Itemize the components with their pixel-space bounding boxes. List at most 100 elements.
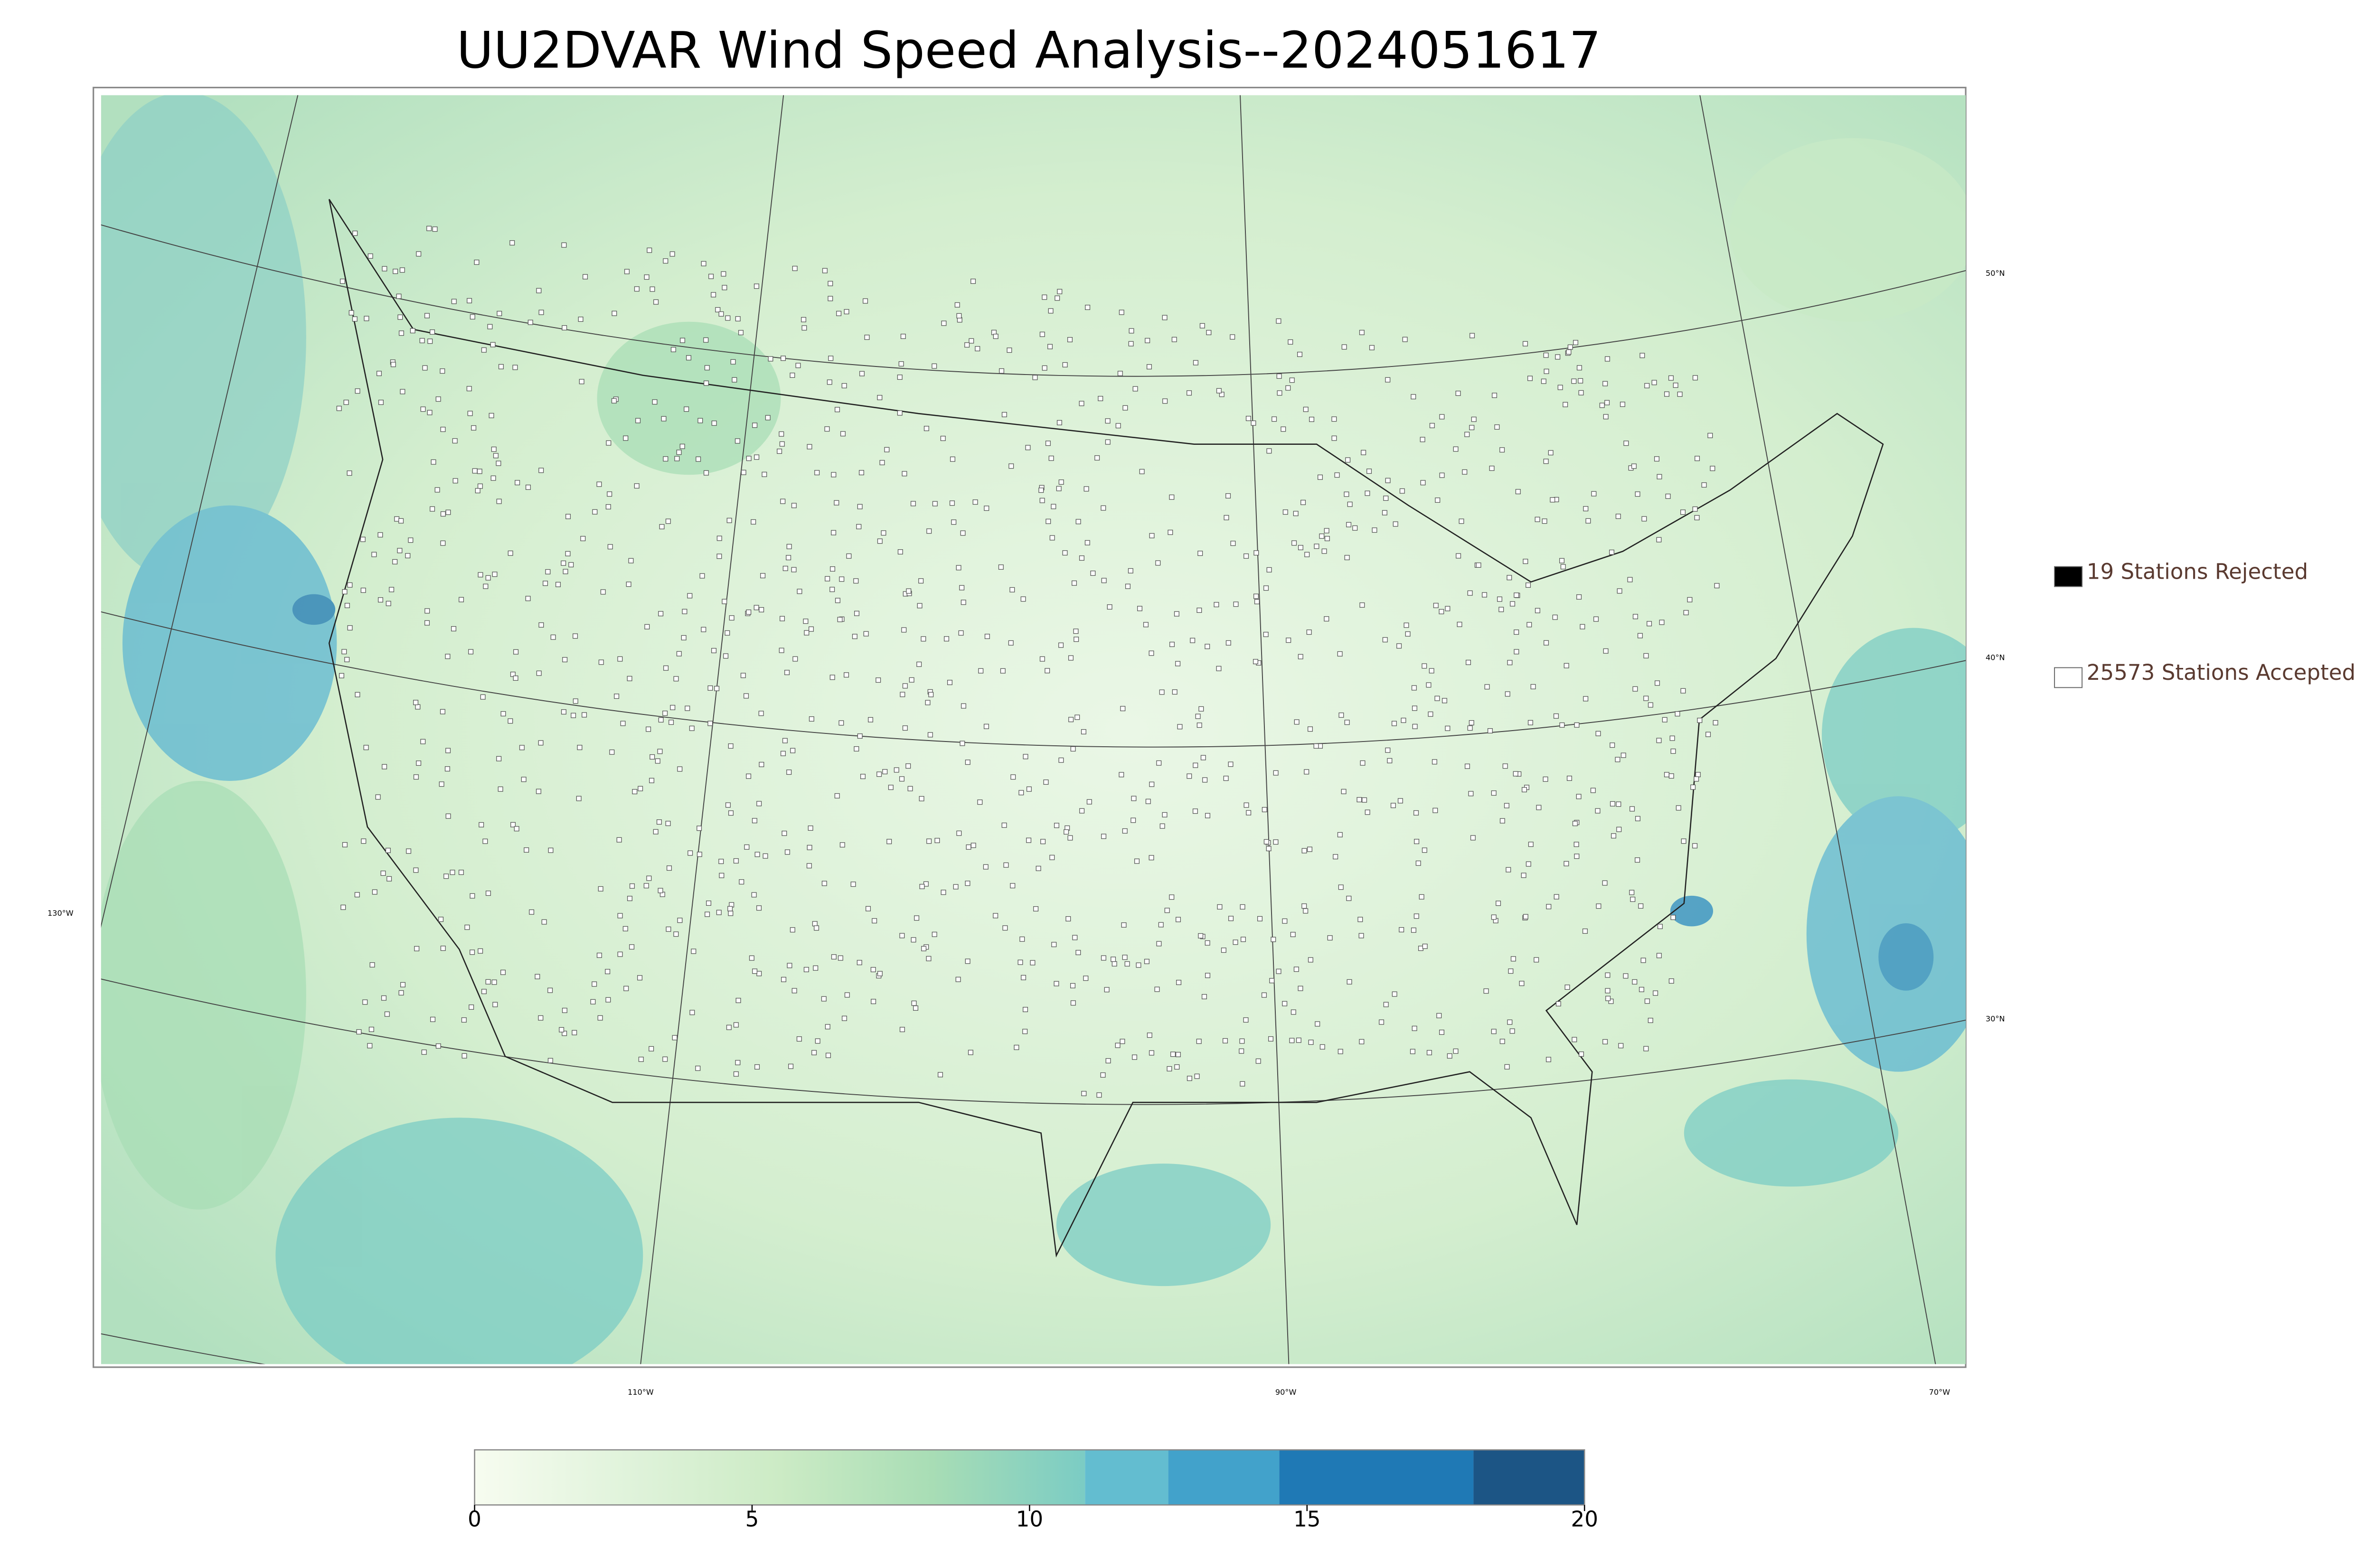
station [811,1050,817,1055]
station [1521,787,1527,792]
station [1051,942,1057,948]
station [1361,450,1366,455]
station [984,634,990,639]
station [993,334,999,339]
station [1202,777,1208,783]
station [733,1071,739,1077]
station [1314,544,1319,549]
station [687,593,693,599]
station [644,274,650,280]
station [1359,329,1365,335]
station [372,889,377,895]
station [1657,924,1663,930]
station [508,550,513,556]
station [923,426,929,432]
station [347,582,353,588]
station [1697,717,1703,723]
station [1327,935,1333,941]
station [1023,1007,1028,1013]
station [1262,807,1267,812]
station [1294,719,1300,725]
station [1414,839,1420,845]
station [1048,308,1054,314]
station [825,1052,831,1058]
station [1105,418,1111,424]
station [1611,833,1616,839]
station [1331,435,1337,441]
station [1467,725,1473,731]
station [1346,522,1352,527]
station [782,830,787,836]
station [336,405,342,411]
legend-label: 25573 Stations Accepted [2087,660,2355,685]
station [1604,356,1610,362]
station [716,910,722,915]
station [927,732,933,738]
station [1196,1039,1202,1044]
station [543,581,548,586]
station [1523,559,1528,564]
station [1266,567,1272,573]
station [626,582,631,587]
station [1470,333,1475,338]
station [386,601,391,606]
station [1162,812,1168,817]
station [1055,295,1060,301]
station [1566,776,1572,781]
station [493,453,499,459]
station [410,328,415,334]
station [670,704,676,710]
station [1692,843,1698,849]
station [1545,1057,1551,1062]
station [1675,711,1680,717]
station [1070,1000,1076,1006]
station [733,858,739,864]
station [1695,456,1700,461]
station [1509,1028,1515,1034]
station [682,609,688,614]
station [860,774,866,779]
station [638,786,643,791]
station [1039,656,1045,662]
station [1020,596,1026,602]
station [1145,338,1150,343]
station [1560,564,1566,570]
station [1030,960,1036,966]
station [481,989,487,995]
station [1623,441,1629,446]
station [1073,629,1079,634]
station [919,796,924,801]
station [884,447,890,452]
station [1112,961,1117,967]
station [424,608,430,614]
station [1122,955,1128,960]
station [1595,731,1601,736]
station [1439,414,1445,420]
station [1096,1092,1102,1098]
station [703,470,709,476]
station [598,659,604,665]
station [969,338,974,344]
station [1643,653,1649,658]
station [1620,752,1626,758]
station [751,519,756,525]
station [1122,405,1128,411]
station [1608,998,1614,1004]
station [835,407,840,413]
station [1559,558,1564,563]
station [801,317,807,322]
station [801,325,807,331]
station [1644,998,1650,1004]
station [644,624,650,629]
station [711,648,717,653]
station [1504,803,1509,808]
station [510,671,516,677]
station [607,491,612,497]
station [1301,903,1307,909]
station [421,1049,427,1055]
station [485,979,491,985]
station [828,296,833,301]
station [926,528,932,534]
station [1083,976,1089,981]
